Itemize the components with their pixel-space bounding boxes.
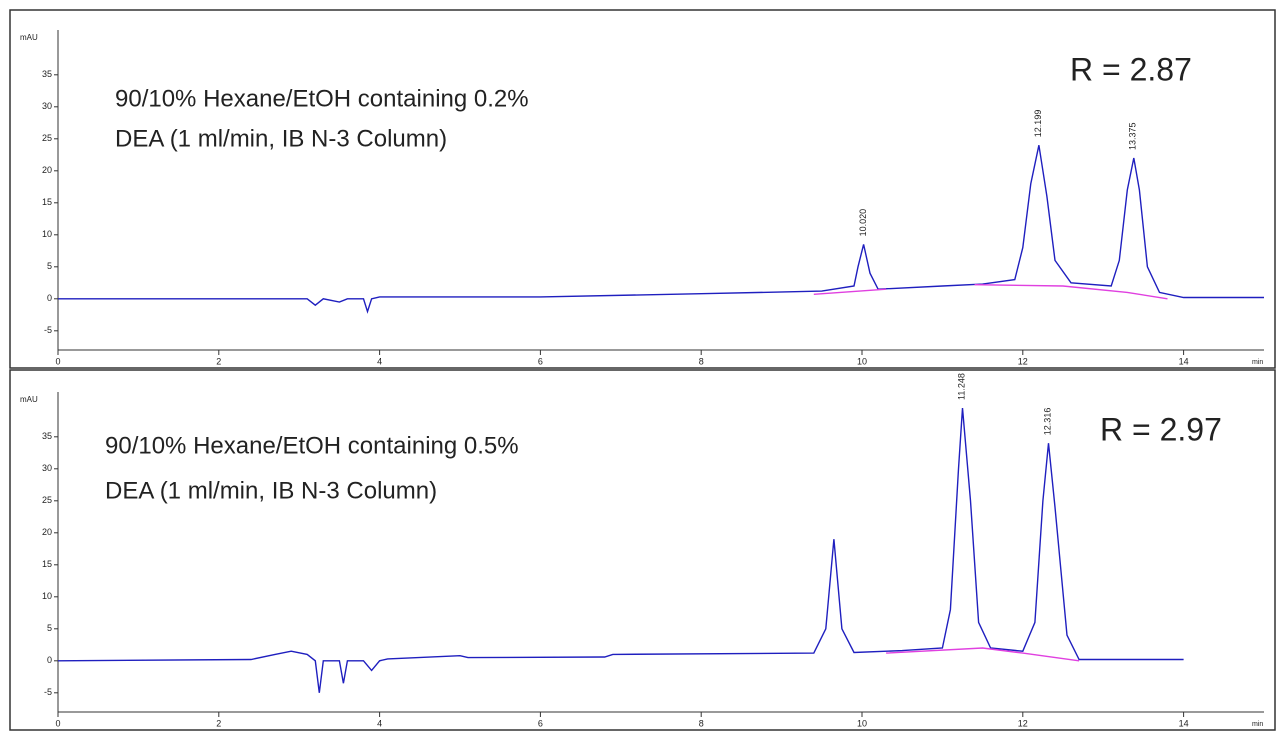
y-tick-label: -5	[44, 687, 52, 697]
x-tick-label: 2	[216, 356, 221, 366]
x-tick-label: 12	[1018, 718, 1028, 728]
x-tick-label: 0	[55, 356, 60, 366]
peak-label: 12.316	[1043, 408, 1053, 436]
x-tick-label: 10	[857, 356, 867, 366]
x-tick-label: 2	[216, 718, 221, 728]
x-tick-label: 4	[377, 356, 382, 366]
y-tick-label: 0	[47, 655, 52, 665]
y-tick-label: 20	[42, 165, 52, 175]
trace	[58, 145, 1264, 314]
x-tick-label: 6	[538, 718, 543, 728]
annotation: R = 2.97	[1100, 411, 1222, 447]
x-tick-label: 10	[857, 718, 867, 728]
x-tick-label: 14	[1179, 718, 1189, 728]
y-tick-label: 10	[42, 229, 52, 239]
y-tick-label: 35	[42, 431, 52, 441]
x-tick-label: 14	[1179, 356, 1189, 366]
trace	[886, 647, 1080, 662]
peak-label: 12.199	[1033, 110, 1043, 138]
y-tick-label: 15	[42, 559, 52, 569]
peak-label: 13.375	[1128, 122, 1138, 150]
annotation: DEA (1 ml/min, IB N-3 Column)	[105, 477, 437, 504]
panel-frame	[9, 369, 1276, 731]
y-tick-label: 15	[42, 197, 52, 207]
y-tick-label: 30	[42, 101, 52, 111]
x-axis-label: min	[1252, 721, 1263, 728]
x-axis-label: min	[1252, 359, 1263, 366]
y-tick-label: 5	[47, 623, 52, 633]
y-tick-label: 25	[42, 495, 52, 505]
annotation: 90/10% Hexane/EtOH containing 0.5%	[105, 432, 519, 459]
peak-label: 10.020	[858, 209, 868, 237]
y-tick-label: 30	[42, 463, 52, 473]
x-tick-label: 8	[699, 718, 704, 728]
trace	[57, 407, 1184, 693]
x-tick-label: 8	[699, 356, 704, 366]
panel-frame	[9, 9, 1276, 369]
peak-label: 11.248	[957, 373, 967, 400]
y-tick-label: -5	[44, 325, 52, 335]
x-tick-label: 4	[377, 718, 382, 728]
annotation: DEA (1 ml/min, IB N-3 Column)	[115, 125, 447, 152]
y-tick-label: 35	[42, 69, 52, 79]
annotation: 90/10% Hexane/EtOH containing 0.2%	[115, 85, 529, 112]
x-tick-label: 6	[538, 356, 543, 366]
annotation: R = 2.87	[1070, 51, 1192, 87]
x-tick-label: 12	[1018, 356, 1028, 366]
y-axis-label: mAU	[20, 33, 38, 42]
y-axis-label: mAU	[20, 395, 38, 404]
y-tick-label: 25	[42, 133, 52, 143]
y-tick-label: 20	[42, 527, 52, 537]
y-tick-label: 0	[47, 293, 52, 303]
y-tick-label: 10	[42, 591, 52, 601]
trace	[813, 284, 1168, 300]
x-tick-label: 0	[55, 718, 60, 728]
y-tick-label: 5	[47, 261, 52, 271]
